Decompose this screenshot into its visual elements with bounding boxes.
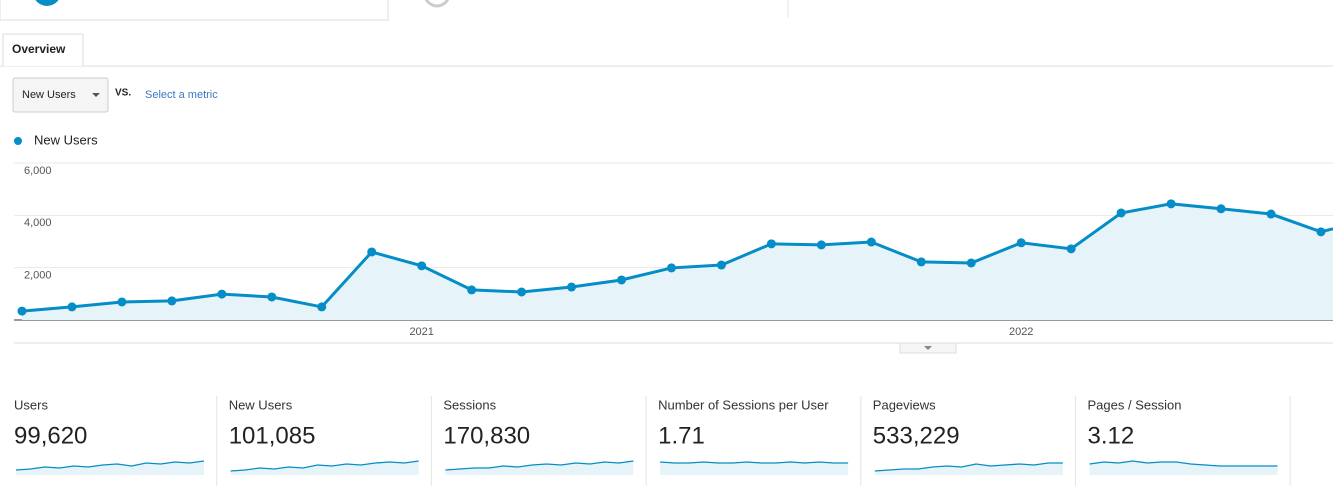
data-point	[1266, 209, 1276, 219]
data-point	[467, 285, 477, 295]
x-tick-label: 2022	[1009, 326, 1033, 338]
dropdown-arrow	[92, 93, 100, 97]
data-point	[766, 239, 776, 249]
metric-label: Users	[14, 397, 48, 412]
data-point	[1166, 199, 1176, 209]
data-point	[617, 275, 627, 285]
header-toggle[interactable]	[424, 0, 450, 8]
data-point	[966, 258, 976, 268]
y-tick-label: 4,000	[24, 217, 52, 229]
data-point	[17, 306, 27, 316]
sparkline-area	[230, 461, 419, 475]
data-point	[916, 257, 926, 267]
sparkline-area	[1089, 461, 1278, 475]
metric-value: 170,830	[443, 422, 530, 449]
data-point	[1066, 244, 1076, 254]
header-icon	[35, 0, 59, 6]
data-point	[267, 292, 277, 302]
data-point	[367, 247, 377, 257]
collapse-arrow	[924, 346, 932, 350]
data-point	[816, 240, 826, 250]
metric-cards: Users 99,620 New Users 101,085 Sessions 170,8…	[14, 396, 1291, 486]
header-box	[0, 0, 389, 21]
metric-label: Number of Sessions per User	[658, 397, 829, 412]
metric-value: 3.12	[1088, 422, 1135, 449]
sparkline-area	[874, 463, 1063, 475]
data-point	[666, 263, 676, 273]
data-point	[517, 287, 527, 297]
sparkline-area	[445, 461, 634, 475]
data-point	[1316, 227, 1326, 237]
sparkline	[660, 461, 849, 464]
legend-marker	[14, 137, 22, 145]
metric-dropdown-value: New Users	[22, 89, 76, 101]
data-point	[317, 302, 327, 312]
line-chart: 2,000 4,000 6,000 2021 2022	[14, 162, 1333, 338]
metric-label: New Users	[229, 397, 293, 412]
data-point	[866, 237, 876, 247]
data-point	[716, 260, 726, 270]
metric-dropdown[interactable]	[12, 77, 109, 113]
sparkline	[15, 460, 205, 471]
metric-value: 533,229	[873, 422, 960, 449]
sparkline-area	[660, 462, 849, 475]
data-point	[1116, 208, 1126, 218]
data-point	[567, 282, 577, 292]
metric-value: 101,085	[229, 422, 316, 449]
sparkline	[1089, 460, 1278, 467]
sparkline	[230, 460, 419, 472]
data-point	[117, 297, 127, 307]
tab-overview[interactable]: Overview	[12, 42, 66, 56]
y-tick-label: 2,000	[24, 270, 52, 282]
data-point	[167, 296, 177, 306]
data-point	[67, 302, 77, 312]
sparkline-area	[16, 461, 204, 475]
sparkline	[445, 460, 634, 471]
data-point	[417, 261, 427, 271]
vs-label: VS.	[115, 88, 131, 99]
metric-label: Sessions	[443, 397, 496, 412]
select-metric-link[interactable]: Select a metric	[145, 89, 218, 101]
metric-label: Pages / Session	[1088, 397, 1182, 412]
sparkline	[874, 462, 1063, 472]
metric-label: Pageviews	[873, 397, 936, 412]
data-point	[1216, 204, 1226, 214]
area	[22, 203, 1333, 320]
x-tick-label: 2021	[409, 326, 433, 338]
legend-label[interactable]: New Users	[34, 132, 98, 147]
metric-value: 99,620	[14, 422, 87, 449]
metric-value: 1.71	[658, 422, 705, 449]
data-point	[1016, 238, 1026, 248]
tab-border	[2, 33, 84, 66]
line	[21, 202, 1333, 313]
y-tick-label: 6,000	[24, 165, 52, 177]
data-point	[217, 289, 227, 299]
